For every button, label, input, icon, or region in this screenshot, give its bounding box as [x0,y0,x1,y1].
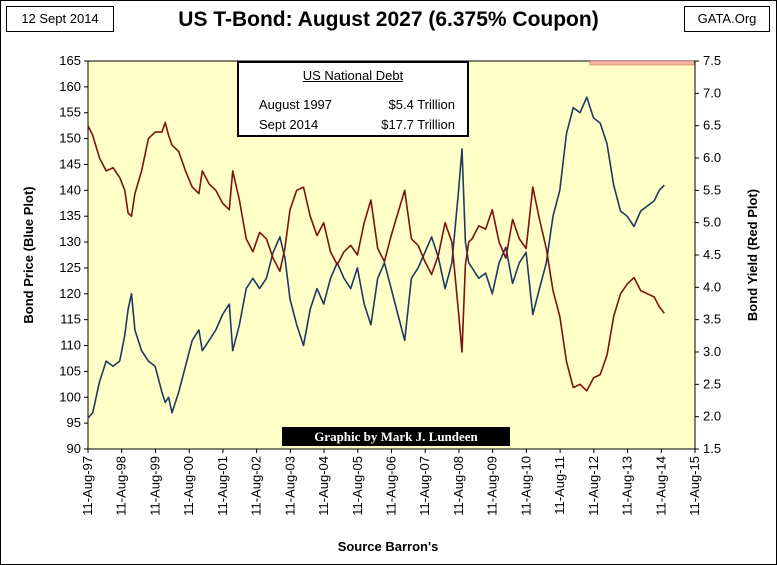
debt-annotation: US National Debt August 1997 $5.4 Trilli… [237,61,469,137]
x-tick-label: 11-Aug-00 [181,456,196,516]
right-tick-label: 1.5 [703,441,721,456]
x-tick-label: 11-Aug-05 [350,456,365,516]
debt-row: August 1997 $5.4 Trillion [259,97,455,115]
left-tick-label: 145 [59,156,81,171]
x-tick-label: 11-Aug-02 [249,456,264,516]
left-tick-label: 120 [59,286,81,301]
x-tick-label: 11-Aug-06 [384,456,399,516]
x-tick-label: 11-Aug-14 [653,456,668,516]
left-tick-label: 155 [59,105,81,120]
left-tick-label: 105 [59,363,81,378]
x-tick-label: 11-Aug-12 [586,456,601,516]
left-tick-label: 95 [67,415,81,430]
x-tick-label: 11-Aug-98 [114,456,129,516]
debt-row-label: Sept 2014 [259,117,319,132]
x-tick-label: 11-Aug-08 [451,456,466,516]
right-tick-label: 4.5 [703,247,721,262]
credit-label: Graphic by Mark J. Lundeen [282,427,510,446]
x-tick-label: 11-Aug-07 [417,456,432,516]
right-tick-label: 5.5 [703,182,721,197]
left-tick-label: 140 [59,182,81,197]
x-tick-label: 11-Aug-01 [215,456,230,516]
left-tick-label: 125 [59,260,81,275]
chart-title: US T-Bond: August 2027 (6.375% Coupon) [178,8,599,31]
site-label: GATA.Org [684,6,770,32]
right-tick-label: 6.5 [703,118,721,133]
left-tick-label: 90 [67,441,81,456]
right-tick-label: 6.0 [703,150,721,165]
left-tick-label: 130 [59,234,81,249]
highlight-bar [589,60,695,66]
left-tick-label: 110 [60,338,81,353]
left-tick-label: 100 [59,389,81,404]
x-tick-label: 11-Aug-13 [620,456,635,516]
debt-row: Sept 2014 $17.7 Trillion [259,117,455,135]
debt-row-label: August 1997 [259,97,333,112]
left-tick-label: 165 [59,53,81,68]
x-tick-label: 11-Aug-11 [552,456,567,515]
debt-row-value: $17.7 Trillion [381,117,455,132]
bond-yield-line [87,121,665,392]
left-tick-label: 150 [59,131,81,146]
right-tick-label: 7.0 [703,85,721,100]
left-axis-label: Bond Price (Blue Plot) [21,186,36,323]
x-tick-label: 11-Aug-99 [147,456,162,516]
x-axis-label: Source Barron's [338,539,439,554]
left-tick-label: 160 [59,79,81,94]
right-axis-label: Bond Yield (Red Plot) [745,189,760,321]
right-tick-label: 4.0 [703,279,721,294]
x-tick-label: 11-Aug-97 [80,456,95,516]
bond-price-line [87,96,665,419]
right-tick-label: 2.5 [703,376,721,391]
right-tick-label: 5.0 [703,215,721,230]
debt-row-value: $5.4 Trillion [388,97,455,112]
left-tick-label: 115 [60,312,81,327]
right-tick-label: 3.0 [703,344,721,359]
x-tick-label: 11-Aug-10 [518,456,533,516]
x-tick-label: 11-Aug-04 [316,456,331,516]
debt-title: US National Debt [302,68,404,83]
x-tick-label: 11-Aug-15 [687,456,702,516]
date-label: 12 Sept 2014 [6,6,114,32]
right-tick-label: 2.0 [703,409,721,424]
left-tick-label: 135 [59,208,81,223]
right-tick-label: 7.5 [703,53,721,68]
right-tick-label: 3.5 [703,312,721,327]
x-tick-label: 11-Aug-09 [485,456,500,516]
x-tick-label: 11-Aug-03 [282,456,297,516]
